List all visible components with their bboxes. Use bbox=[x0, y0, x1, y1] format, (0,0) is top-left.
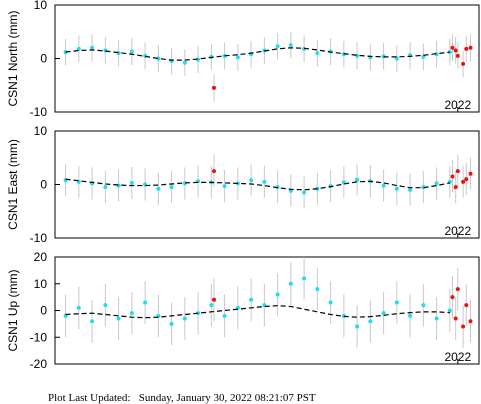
data-point bbox=[447, 308, 452, 313]
trend-line bbox=[65, 47, 450, 61]
x-tick-label: 2022 bbox=[444, 224, 471, 238]
data-point bbox=[288, 281, 293, 286]
data-point bbox=[461, 179, 466, 184]
data-point bbox=[249, 297, 254, 302]
data-point bbox=[169, 185, 174, 190]
y-tick-label: 0 bbox=[40, 304, 47, 318]
y-tick-label: -20 bbox=[30, 357, 48, 371]
x-tick-label: 2022 bbox=[444, 98, 471, 112]
y-axis-label: CSN1 East (mm) bbox=[6, 139, 20, 230]
data-point bbox=[453, 185, 458, 190]
data-point bbox=[421, 303, 426, 308]
data-point bbox=[143, 300, 148, 305]
data-point bbox=[275, 44, 280, 49]
y-tick-label: -10 bbox=[30, 105, 48, 119]
data-point bbox=[394, 300, 399, 305]
data-point bbox=[209, 303, 214, 308]
data-point bbox=[381, 311, 386, 316]
y-tick-label: -10 bbox=[30, 330, 48, 344]
data-point bbox=[182, 60, 187, 65]
data-point bbox=[450, 45, 455, 50]
data-point bbox=[394, 56, 399, 61]
data-point bbox=[464, 177, 469, 182]
data-point bbox=[355, 53, 360, 58]
data-point bbox=[222, 184, 227, 189]
y-axis-label: CSN1 Up (mm) bbox=[6, 269, 20, 351]
data-point bbox=[288, 43, 293, 48]
data-point bbox=[355, 177, 360, 182]
data-point bbox=[368, 319, 373, 324]
data-point bbox=[103, 185, 108, 190]
data-point bbox=[408, 313, 413, 318]
y-tick-label: 0 bbox=[40, 178, 47, 192]
data-point bbox=[212, 297, 216, 302]
y-tick-label: 10 bbox=[34, 277, 48, 291]
data-point bbox=[129, 180, 134, 185]
data-point bbox=[453, 316, 458, 321]
data-point bbox=[249, 178, 254, 183]
data-point bbox=[76, 305, 81, 310]
data-point bbox=[212, 169, 216, 174]
data-point bbox=[129, 311, 134, 316]
data-point bbox=[156, 56, 161, 61]
data-point bbox=[341, 313, 346, 318]
data-point bbox=[90, 319, 95, 324]
data-point bbox=[468, 171, 473, 176]
trend-line bbox=[65, 305, 450, 319]
data-point bbox=[421, 54, 426, 59]
x-tick-label: 2022 bbox=[444, 350, 471, 364]
data-point bbox=[262, 179, 267, 184]
data-point bbox=[455, 169, 460, 174]
data-point bbox=[302, 190, 307, 195]
data-point bbox=[222, 313, 227, 318]
data-point bbox=[182, 316, 187, 321]
data-point bbox=[381, 183, 386, 188]
y-tick-label: 10 bbox=[34, 0, 48, 12]
data-point bbox=[103, 303, 108, 308]
data-point bbox=[461, 324, 466, 329]
y-tick-label: -10 bbox=[30, 231, 48, 245]
data-point bbox=[450, 295, 455, 300]
trend-line bbox=[65, 178, 450, 191]
data-point bbox=[90, 45, 95, 50]
data-point bbox=[143, 53, 148, 58]
data-point bbox=[156, 186, 161, 191]
data-point bbox=[129, 49, 134, 54]
data-point bbox=[455, 53, 460, 58]
data-point bbox=[461, 61, 466, 66]
data-point bbox=[235, 55, 240, 60]
data-point bbox=[315, 287, 320, 292]
data-point bbox=[408, 187, 413, 192]
data-point bbox=[328, 300, 333, 305]
data-point bbox=[116, 316, 121, 321]
data-point bbox=[275, 292, 280, 297]
data-point bbox=[394, 186, 399, 191]
data-point bbox=[116, 183, 121, 188]
data-point bbox=[468, 319, 473, 324]
data-point bbox=[116, 51, 121, 56]
y-tick-label: 20 bbox=[34, 250, 48, 264]
y-axis-label: CSN1 North (mm) bbox=[6, 10, 20, 106]
data-point bbox=[103, 48, 108, 53]
data-point bbox=[355, 324, 360, 329]
data-point bbox=[212, 85, 216, 90]
data-point bbox=[464, 46, 469, 51]
y-tick-label: 10 bbox=[34, 124, 48, 138]
data-point bbox=[302, 276, 307, 281]
data-point bbox=[434, 181, 439, 186]
data-point bbox=[169, 321, 174, 326]
footer: Plot Last Updated: Sunday, January 30, 2… bbox=[48, 392, 316, 404]
data-point bbox=[455, 287, 460, 292]
data-point bbox=[434, 316, 439, 321]
data-point bbox=[421, 185, 426, 190]
data-point bbox=[76, 46, 81, 51]
data-point bbox=[450, 174, 455, 179]
data-point bbox=[315, 51, 320, 56]
data-point bbox=[468, 45, 473, 50]
data-point bbox=[464, 303, 469, 308]
data-point bbox=[453, 48, 458, 53]
y-tick-label: 0 bbox=[40, 52, 47, 66]
